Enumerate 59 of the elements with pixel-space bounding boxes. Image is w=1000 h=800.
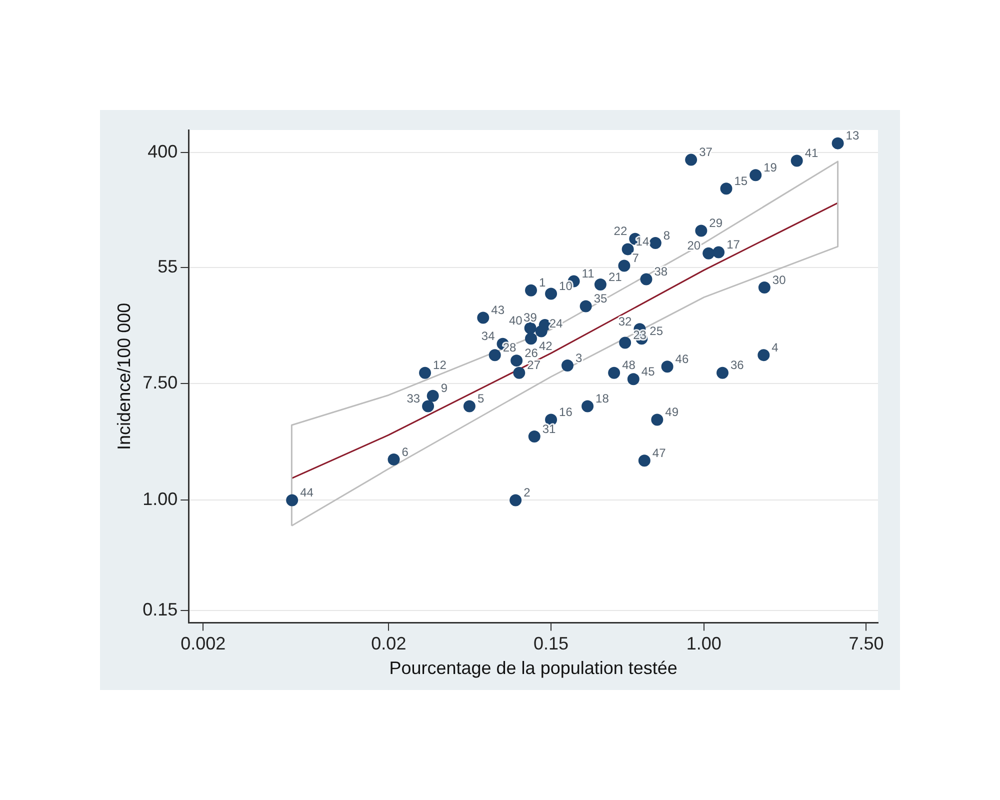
annotation: 30 — [772, 272, 786, 287]
x-tick-label: 1.00 — [686, 634, 722, 654]
annotation: 10 — [559, 279, 573, 294]
annotation: 48 — [622, 358, 636, 372]
annotation: 27 — [527, 358, 541, 372]
y-tick-label: 7.50 — [142, 372, 178, 392]
annotation: 32 — [618, 314, 632, 328]
annotation: 9 — [440, 381, 448, 396]
y-tick-label: 400 — [148, 142, 178, 162]
annotation: 15 — [734, 174, 748, 188]
annotation: 43 — [491, 303, 505, 318]
annotation: 26 — [524, 346, 538, 360]
annotation: 41 — [804, 146, 819, 160]
annotation: 35 — [594, 292, 608, 306]
y-axis-title: Incidence/100 000 — [114, 302, 134, 450]
annotation: 2 — [524, 486, 531, 500]
y-tick-label: 1.00 — [142, 489, 178, 510]
annotation: 22 — [614, 224, 628, 238]
annotation: 20 — [687, 238, 701, 253]
annotation: 29 — [709, 216, 723, 230]
annotation: 12 — [433, 358, 447, 372]
annotation: 34 — [481, 329, 496, 344]
annotation: 18 — [596, 392, 610, 406]
annotation: 21 — [608, 270, 622, 284]
annotation: 4 — [772, 340, 779, 354]
x-tick-label: 7.50 — [848, 634, 884, 654]
x-tick-label: 0.15 — [534, 634, 569, 654]
annotation: 25 — [650, 324, 664, 338]
annotation: 1 — [539, 276, 546, 290]
annotation: 47 — [652, 446, 666, 460]
annotation: 37 — [699, 145, 713, 160]
annotation: 7 — [632, 251, 640, 266]
x-tick-label: 0.02 — [371, 634, 406, 654]
annotation: 6 — [402, 444, 409, 459]
annotation: 24 — [549, 316, 564, 331]
annotation: 42 — [539, 338, 553, 353]
annotation: 13 — [846, 128, 860, 143]
annotation: 39 — [524, 310, 538, 324]
annotation: 44 — [300, 486, 314, 500]
annotation: 46 — [675, 352, 689, 366]
annotation: 3 — [575, 350, 582, 365]
annotation: 40 — [508, 313, 523, 328]
annotation: 19 — [764, 160, 778, 174]
x-axis-title: Pourcentage de la population testée — [389, 658, 678, 678]
annotation: 8 — [663, 228, 670, 242]
annotation: 28 — [502, 340, 517, 354]
y-tick-label: 55 — [158, 256, 178, 277]
annotation: 16 — [559, 405, 573, 420]
annotation: 33 — [406, 392, 420, 406]
annotation: 5 — [477, 392, 484, 406]
x-tick-label: 0.002 — [180, 634, 226, 654]
annotation: 11 — [582, 266, 595, 281]
annotation: 31 — [542, 422, 556, 436]
annotation: 38 — [654, 264, 668, 279]
annotation: 45 — [641, 364, 656, 378]
annotation: 49 — [665, 405, 679, 420]
y-tick-label: 0.15 — [142, 599, 178, 620]
annotation: 36 — [730, 358, 744, 372]
annotation: 17 — [726, 238, 740, 252]
